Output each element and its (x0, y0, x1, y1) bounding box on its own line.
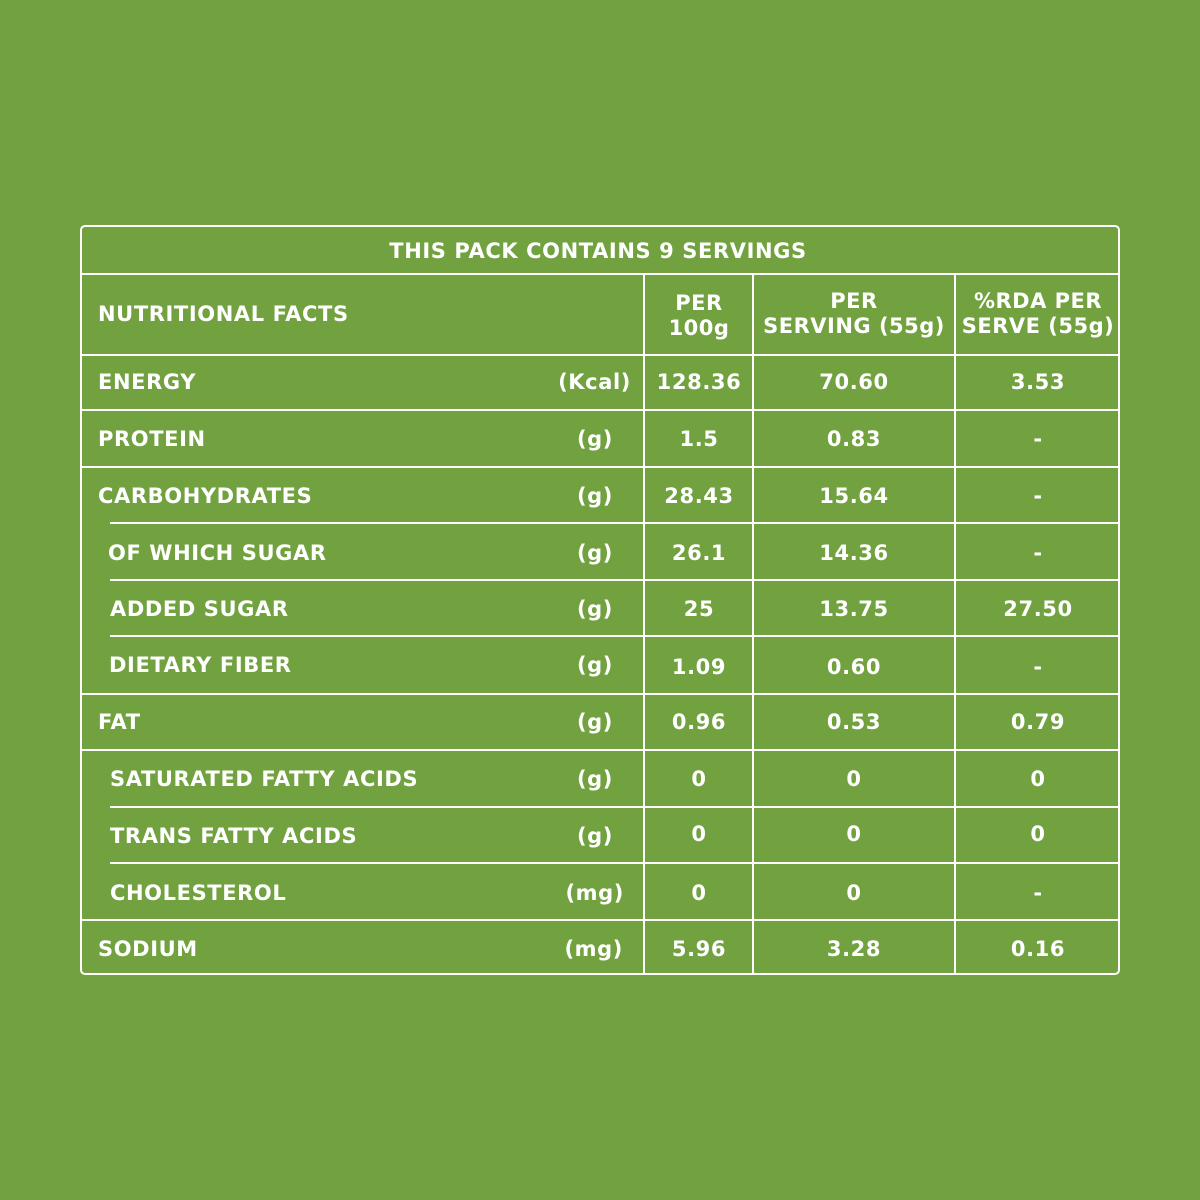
row-cholesterol-name: CHOLESTEROL (110, 881, 287, 905)
row-trans-fatty-acids-per-100g: 0 (691, 822, 707, 846)
row-fat-per-100g: 0.96 (671, 710, 727, 734)
row-sodium-per-serving: 3.28 (826, 937, 882, 961)
row-dietary-fiber-per-100g: 1.09 (671, 655, 727, 679)
row-dietary-fiber-rda: - (1033, 655, 1043, 679)
row-carbohydrates-rda: - (1033, 484, 1043, 508)
row-protein-name: PROTEIN (98, 427, 206, 451)
divider-row (82, 919, 1118, 921)
row-energy-per-serving: 70.60 (819, 370, 889, 394)
row-energy-per-100g: 128.36 (656, 370, 742, 394)
row-added-sugar-name: ADDED SUGAR (110, 597, 289, 621)
row-protein-per-serving: 0.83 (826, 427, 882, 451)
row-saturated-fatty-acids-per-serving: 0 (846, 767, 862, 791)
header-rda: %RDA PER SERVE (55g) (962, 289, 1115, 339)
divider-row (110, 579, 1118, 581)
divider-header (82, 354, 1118, 356)
divider-row (110, 806, 1118, 808)
row-dietary-fiber-per-serving: 0.60 (826, 655, 882, 679)
divider-row (82, 466, 1118, 468)
row-energy-rda: 3.53 (1010, 370, 1066, 394)
row-added-sugar-rda: 27.50 (1003, 597, 1073, 621)
row-of-which-sugar-per-serving: 14.36 (819, 541, 889, 565)
row-saturated-fatty-acids-rda: 0 (1030, 767, 1046, 791)
row-sodium-unit: (mg) (564, 937, 623, 961)
row-cholesterol-per-serving: 0 (846, 881, 862, 905)
row-of-which-sugar-name: OF WHICH SUGAR (108, 541, 327, 565)
row-of-which-sugar-unit: (g) (576, 541, 613, 565)
header-per-serving: PER SERVING (55g) (763, 289, 945, 339)
divider-row (82, 409, 1118, 411)
header-per-serving-line1: PER (830, 289, 878, 313)
divider-row (110, 635, 1118, 637)
row-fat-name: FAT (98, 710, 141, 734)
servings-title: THIS PACK CONTAINS 9 SERVINGS (389, 239, 807, 263)
row-protein-per-100g: 1.5 (679, 427, 719, 451)
row-protein-unit: (g) (576, 427, 613, 451)
row-dietary-fiber-name: DIETARY FIBER (109, 653, 292, 677)
row-carbohydrates-per-serving: 15.64 (819, 484, 889, 508)
row-added-sugar-unit: (g) (576, 597, 613, 621)
row-carbohydrates-per-100g: 28.43 (664, 484, 734, 508)
row-dietary-fiber-unit: (g) (576, 653, 613, 677)
divider-title (82, 273, 1118, 275)
row-energy-unit: (Kcal) (558, 370, 631, 394)
header-label: NUTRITIONAL FACTS (98, 302, 349, 326)
header-rda-line2: SERVE (55g) (961, 314, 1115, 338)
header-per-100g-line1: PER (675, 291, 723, 315)
row-of-which-sugar-rda: - (1033, 541, 1043, 565)
row-saturated-fatty-acids-unit: (g) (576, 767, 613, 791)
row-cholesterol-rda: - (1033, 881, 1043, 905)
row-trans-fatty-acids-name: TRANS FATTY ACIDS (110, 824, 358, 848)
row-protein-rda: - (1033, 427, 1043, 451)
column-divider (954, 274, 956, 973)
header-per-100g-line2: 100g (668, 316, 730, 340)
header-rda-line1: %RDA PER (973, 289, 1103, 313)
divider-row (82, 749, 1118, 751)
row-energy-name: ENERGY (98, 370, 197, 394)
row-sodium-per-100g: 5.96 (671, 937, 727, 961)
row-added-sugar-per-100g: 25 (683, 597, 715, 621)
row-trans-fatty-acids-per-serving: 0 (846, 822, 862, 846)
row-carbohydrates-name: CARBOHYDRATES (98, 484, 313, 508)
row-of-which-sugar-per-100g: 26.1 (671, 541, 727, 565)
nutrition-facts-table: THIS PACK CONTAINS 9 SERVINGS NUTRITIONA… (80, 225, 1120, 975)
row-saturated-fatty-acids-name: SATURATED FATTY ACIDS (110, 767, 419, 791)
row-sodium-rda: 0.16 (1010, 937, 1066, 961)
row-added-sugar-per-serving: 13.75 (819, 597, 889, 621)
row-carbohydrates-unit: (g) (576, 484, 613, 508)
row-sodium-name: SODIUM (98, 937, 198, 961)
row-saturated-fatty-acids-per-100g: 0 (691, 767, 707, 791)
row-trans-fatty-acids-unit: (g) (576, 824, 613, 848)
divider-row (110, 862, 1118, 864)
row-cholesterol-per-100g: 0 (691, 881, 707, 905)
column-divider (752, 274, 754, 973)
header-per-100g: PER 100g (669, 291, 730, 341)
divider-row (82, 693, 1118, 695)
row-fat-rda: 0.79 (1010, 710, 1066, 734)
header-per-serving-line2: SERVING (55g) (763, 314, 945, 338)
row-fat-per-serving: 0.53 (826, 710, 882, 734)
row-cholesterol-unit: (mg) (565, 881, 624, 905)
column-divider (643, 274, 645, 973)
row-fat-unit: (g) (576, 710, 613, 734)
divider-row (110, 522, 1118, 524)
row-trans-fatty-acids-rda: 0 (1030, 822, 1046, 846)
